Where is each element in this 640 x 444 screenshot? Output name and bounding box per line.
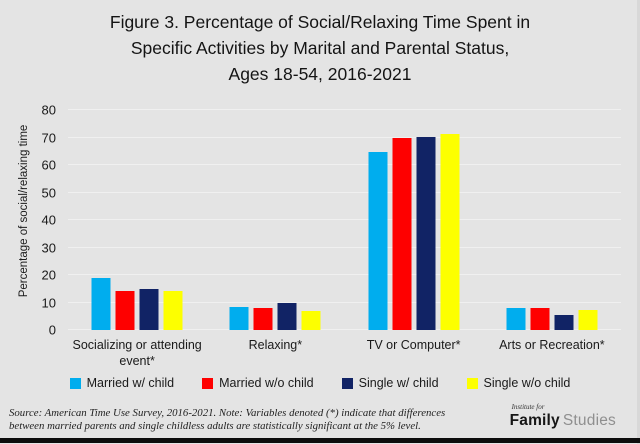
legend-label: Married w/ child <box>86 376 175 390</box>
ifs-logo-family: Family <box>509 412 560 429</box>
legend-label: Single w/o child <box>483 376 571 390</box>
plot-area <box>68 109 621 330</box>
legend-swatch-icon <box>466 377 478 389</box>
y-tick-label: 40 <box>41 212 56 228</box>
ifs-logo-studies: Studies <box>562 412 616 429</box>
y-tick-label: 30 <box>41 240 56 255</box>
bar <box>416 136 436 330</box>
y-tick-label: 70 <box>41 130 56 145</box>
source-note-line-1: Source: American Time Use Survey, 2016-2… <box>9 407 446 419</box>
bar <box>139 289 159 330</box>
legend-item: Single w/o child <box>466 376 571 390</box>
bar <box>368 151 388 330</box>
y-tick-label: 10 <box>41 295 56 310</box>
bar <box>554 315 574 330</box>
gridline <box>68 219 621 220</box>
legend-swatch-icon <box>69 377 81 389</box>
bar <box>91 277 111 330</box>
gridline <box>68 274 621 275</box>
x-category-label: TV or Computer* <box>366 338 461 352</box>
bottom-bar <box>0 438 640 443</box>
chart-title: Figure 3. Percentage of Social/Relaxing … <box>0 9 640 87</box>
x-axis-labels: Socializing or attending event* Relaxing*… <box>0 337 640 375</box>
ifs-logo-wordmark: Family Studies <box>510 413 616 429</box>
legend: Married w/ child Married w/o child Single … <box>0 376 640 390</box>
legend-swatch-icon <box>341 377 353 389</box>
bar-group <box>229 303 321 330</box>
legend-item: Married w/ child <box>69 376 175 390</box>
bar <box>578 309 598 330</box>
y-tick-label: 0 <box>48 322 56 338</box>
y-tick-label: 60 <box>41 157 56 173</box>
legend-label: Married w/o child <box>219 376 314 390</box>
x-category-label: Arts or Recreation* <box>499 338 605 352</box>
bar <box>440 133 460 330</box>
chart-title-line-2: Specific Activities by Marital and Paren… <box>130 38 510 58</box>
bar <box>229 307 249 330</box>
ifs-logo-tagline: Institute for <box>511 403 545 411</box>
bar-group <box>368 133 460 330</box>
bar <box>392 137 412 330</box>
bar <box>115 290 135 330</box>
legend-item: Single w/ child <box>341 376 439 390</box>
legend-swatch-icon <box>202 377 214 389</box>
y-axis-ticks: 0 10 20 30 40 50 60 70 80 <box>20 103 56 338</box>
y-tick-label: 20 <box>41 267 56 283</box>
legend-label: Single w/ child <box>358 376 439 390</box>
gridline <box>68 301 621 303</box>
right-edge-shadow <box>637 0 640 444</box>
y-tick-label: 80 <box>41 102 56 118</box>
x-category-label: Relaxing* <box>248 338 303 352</box>
source-note-line-2: between married parents and single child… <box>9 420 421 432</box>
chart-title-line-3: Ages 18-54, 2016-2021 <box>228 64 412 84</box>
gridline <box>68 109 621 110</box>
gridline <box>68 164 621 165</box>
gridline <box>68 136 621 138</box>
bar-group <box>506 307 598 330</box>
y-tick-label: 50 <box>41 185 56 200</box>
legend-item: Married w/o child <box>202 376 314 390</box>
bar-group <box>91 277 183 330</box>
bar <box>163 290 183 330</box>
gridline <box>68 246 621 248</box>
bar <box>506 308 526 330</box>
bar <box>301 310 321 330</box>
chart-title-line-1: Figure 3. Percentage of Social/Relaxing … <box>109 12 531 32</box>
gridline <box>68 191 621 193</box>
gridline <box>68 329 621 330</box>
ifs-logo: Institute for Family Studies <box>510 404 616 429</box>
bar <box>530 307 550 330</box>
bar <box>253 308 273 330</box>
bar <box>277 303 297 330</box>
x-category-label: Socializing or attending event* <box>72 338 202 368</box>
source-note: Source: American Time Use Survey, 2016-2… <box>9 407 445 433</box>
